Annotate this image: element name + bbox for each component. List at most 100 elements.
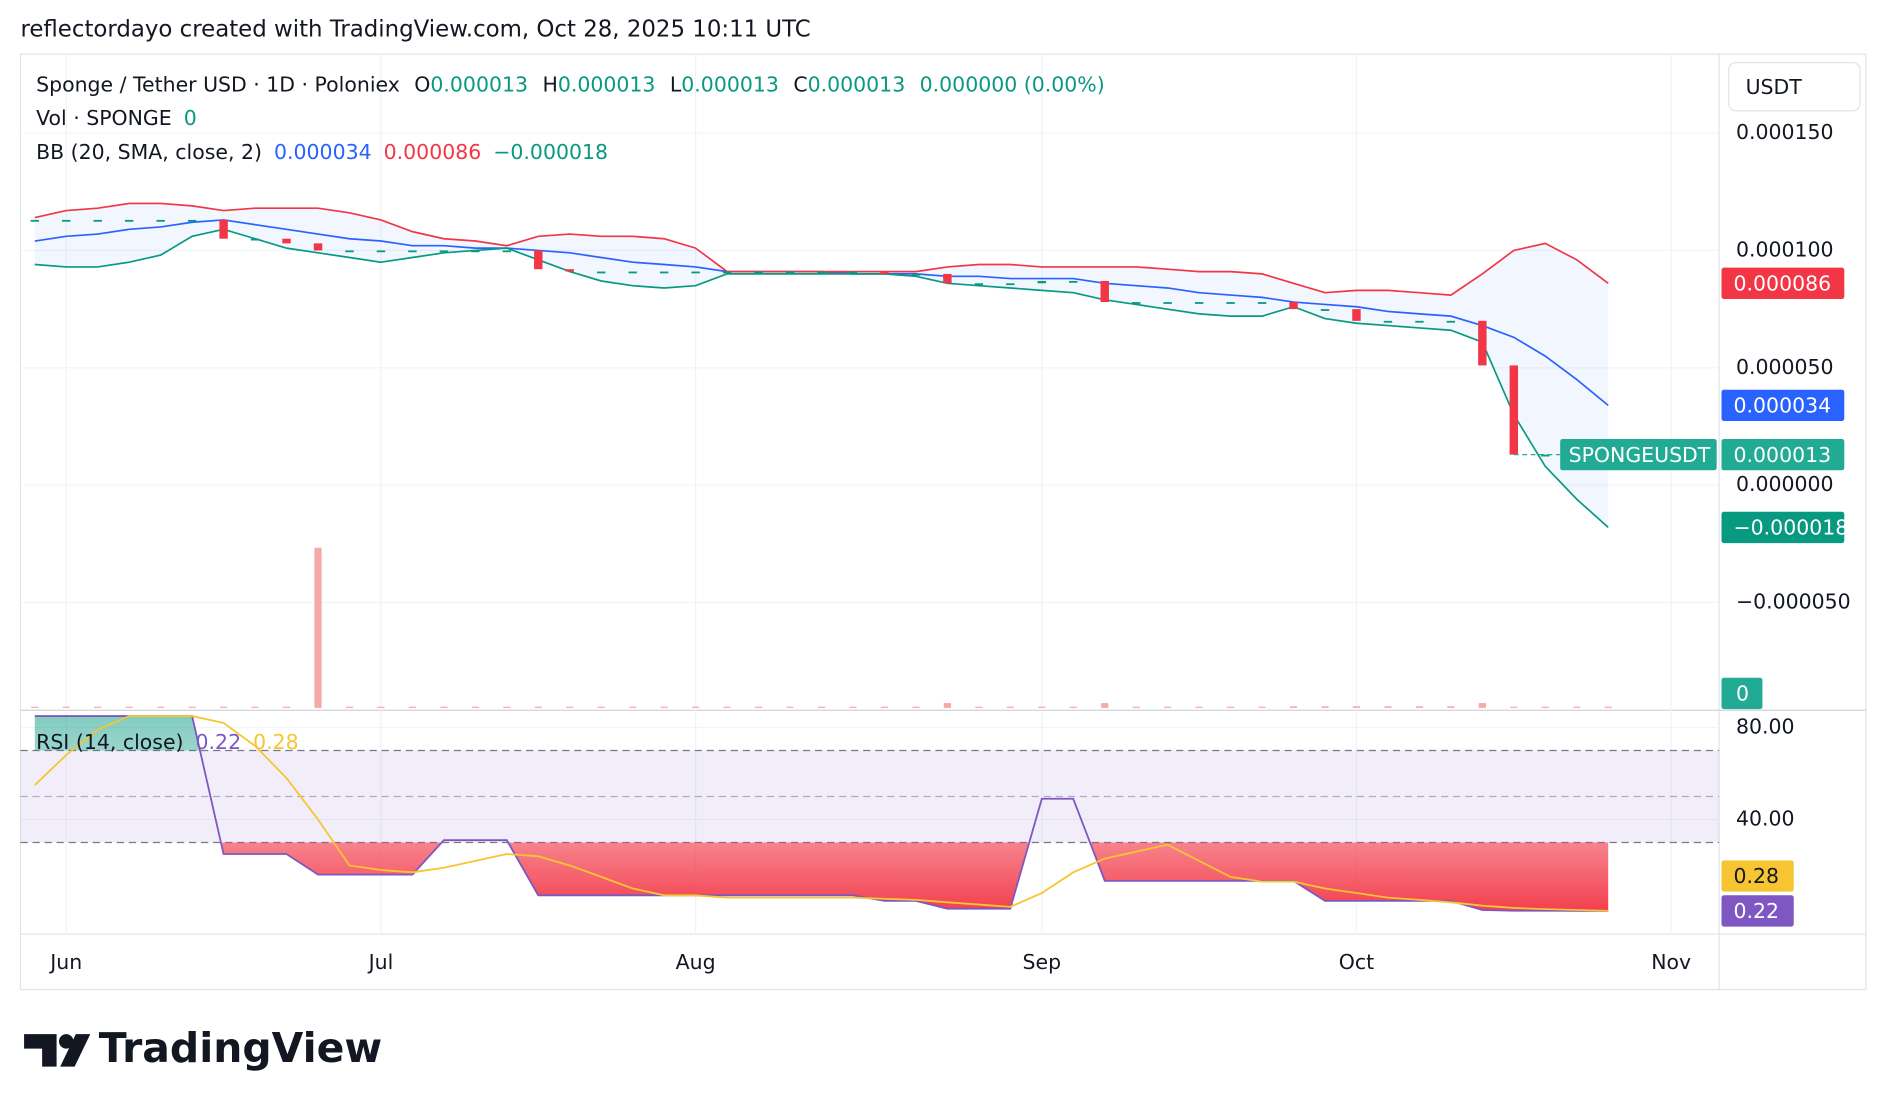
volume-bar <box>566 706 574 708</box>
ohlc-value: 0.000013 <box>430 72 528 96</box>
candle <box>911 273 921 276</box>
symbol-title: Sponge / Tether USD · 1D · Poloniex <box>36 72 400 96</box>
candle <box>187 219 197 222</box>
volume-bar <box>1415 706 1424 708</box>
rsi-line <box>34 715 1609 912</box>
price-tag-label: 0.28 <box>1734 864 1780 888</box>
currency[interactable]: USDT <box>1746 75 1803 99</box>
volume-bar <box>1038 706 1046 708</box>
volume-bar <box>503 706 511 708</box>
x-tick-label: Jun <box>48 950 82 974</box>
rsi-title: RSI (14, close) <box>36 730 183 754</box>
volume-bar <box>880 706 889 708</box>
volume-bar <box>471 706 479 708</box>
volume-legend: Vol · SPONGE 0 <box>36 106 197 130</box>
logo-mark <box>24 1034 57 1067</box>
candle <box>1226 302 1235 304</box>
candle <box>974 283 984 286</box>
volume-bar <box>408 706 417 708</box>
volume-bar <box>1164 706 1172 708</box>
price-tag-label: 0.000034 <box>1734 394 1832 418</box>
bb-line <box>34 228 1609 529</box>
ohlc-key: H <box>542 72 557 96</box>
rsi-oversold-fill <box>34 842 1609 911</box>
symbol-legend: Sponge / Tether USD · 1D · Poloniex O0.00… <box>36 72 1105 96</box>
volume-bar <box>692 706 700 708</box>
ohlc-value: 0.000013 <box>681 72 779 96</box>
price-tag-label: 0.22 <box>1734 899 1780 923</box>
volume-bar <box>660 706 668 708</box>
currency-box[interactable] <box>1728 62 1861 112</box>
price-tag <box>1721 439 1845 471</box>
y-tick-label: −0.000050 <box>1736 590 1851 614</box>
volume-bar <box>1478 703 1486 708</box>
bb-upper-value: 0.000086 <box>384 140 482 164</box>
y-tick-label: 80.00 <box>1736 715 1795 739</box>
x-tick-label: Aug <box>676 950 716 974</box>
candle <box>471 250 480 253</box>
ohlc-value: 0.000013 <box>808 72 906 96</box>
volume-bar <box>723 706 731 708</box>
candle <box>1194 302 1204 304</box>
candle <box>597 271 606 274</box>
logo-slash <box>60 1034 91 1067</box>
y-tick-label: 0.000000 <box>1736 472 1834 496</box>
candle <box>659 271 669 274</box>
volume-bar <box>1604 706 1612 708</box>
candle <box>848 271 858 274</box>
candle <box>124 219 134 222</box>
candle <box>943 273 952 284</box>
rsi-value: 0.22 <box>196 730 242 754</box>
volume-bar <box>943 703 951 708</box>
y-tick-label: 0.000150 <box>1736 120 1834 144</box>
candle <box>219 219 228 239</box>
ohlc-key: C <box>793 72 807 96</box>
bb-lower-value: −0.000018 <box>493 140 608 164</box>
attribution: reflectordayo created with TradingView.c… <box>20 17 810 43</box>
volume-bar <box>1195 706 1203 708</box>
candle <box>1320 309 1330 311</box>
volume-bar <box>629 706 637 708</box>
x-tick-label: Sep <box>1023 950 1062 974</box>
x-tick-label: Oct <box>1339 950 1374 974</box>
y-tick-label: 0.000100 <box>1736 237 1834 261</box>
price-tag-label: 0.000013 <box>1734 443 1832 467</box>
candle <box>156 219 165 222</box>
candle <box>408 250 417 253</box>
volume-bar <box>1006 706 1014 708</box>
candle <box>93 219 102 222</box>
volume-bar <box>912 706 920 708</box>
candle <box>691 271 700 274</box>
volume-bar <box>1258 706 1266 708</box>
candle <box>345 250 354 253</box>
volume-title: Vol · SPONGE <box>36 106 172 130</box>
candle <box>1006 283 1015 286</box>
marks-layer <box>30 202 1613 912</box>
volume-bar <box>1573 706 1581 708</box>
change: 0.000000 (0.00%) <box>920 72 1105 96</box>
y-tick-label: 40.00 <box>1736 806 1795 830</box>
candle <box>1415 320 1424 323</box>
candle <box>439 250 449 253</box>
volume-bar <box>1384 706 1392 708</box>
bb-fill <box>34 203 1609 528</box>
volume-bar <box>1321 706 1329 708</box>
candle <box>534 250 543 270</box>
price-tag-label: 0.000086 <box>1734 271 1832 295</box>
candle <box>628 271 637 274</box>
bb-basis-value: 0.000034 <box>274 140 372 164</box>
ohlc-value: 0.000013 <box>558 72 656 96</box>
price-tag-label: −0.000018 <box>1734 516 1849 540</box>
price-tag <box>1721 677 1763 710</box>
x-tick-label: Jul <box>367 950 394 974</box>
candle <box>880 271 889 274</box>
logo: TradingView <box>24 1024 382 1072</box>
candle <box>1069 280 1078 283</box>
volume-bar <box>345 706 354 708</box>
x-tick-label: Nov <box>1651 950 1691 974</box>
candle <box>502 250 512 253</box>
candle <box>1100 280 1109 303</box>
candle <box>1541 454 1550 457</box>
